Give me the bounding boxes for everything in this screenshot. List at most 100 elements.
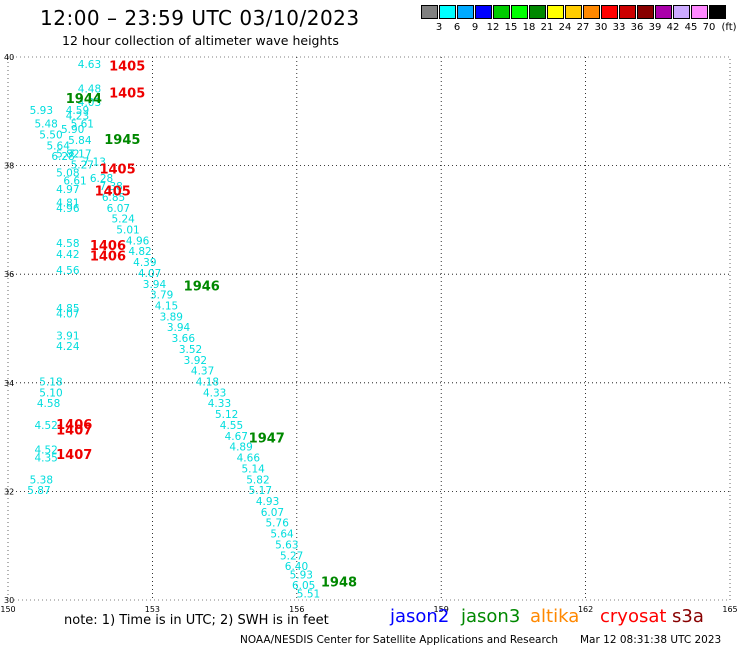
satellite-label-jason3: jason3 [461, 606, 521, 627]
time-label-cryosat: 1406 [56, 418, 92, 433]
swh-value: 5.01 [116, 224, 139, 236]
swh-value: 5.38 [30, 474, 53, 486]
color-swatch [691, 5, 708, 19]
swh-value: 5.51 [297, 588, 320, 600]
swh-value: 5.12 [215, 409, 238, 421]
swh-value: 4.42 [56, 249, 79, 261]
swh-value: 5.17 [249, 485, 272, 497]
color-scale-label: 18 [522, 22, 536, 33]
swh-value: 3.89 [160, 311, 183, 323]
lon-tick-label: 150 [0, 605, 15, 614]
swh-value: 3.92 [184, 355, 207, 367]
swh-value: 5.82 [246, 474, 269, 486]
lat-tick-label: 38 [4, 162, 14, 171]
swh-value: 6.07 [107, 203, 130, 215]
note-text: note: 1) Time is in UTC; 2) SWH is in fe… [64, 613, 329, 628]
swh-value: 3.79 [150, 290, 173, 302]
swh-value: 5.93 [30, 105, 53, 117]
swh-value: 6.28 [90, 173, 113, 185]
satellite-label-altika: altika [530, 606, 580, 627]
time-label-cryosat: 1407 [56, 423, 92, 438]
swh-value: 6.05 [292, 580, 315, 592]
swh-value: 4.23 [66, 110, 89, 122]
grid-lines [7, 56, 731, 601]
swh-value: 5.64 [47, 140, 71, 152]
swh-value: 4.97 [56, 184, 79, 196]
color-swatch [565, 5, 582, 19]
color-swatch [475, 5, 492, 19]
swh-value: 4.58 [37, 398, 60, 410]
time-label-cryosat: 1405 [95, 184, 131, 199]
color-scale-label: 21 [540, 22, 554, 33]
swh-value: 6.61 [63, 176, 86, 188]
time-label-jason3: 1944 [66, 92, 102, 107]
color-scale-label: 39 [648, 22, 662, 33]
swh-value: 5.24 [111, 214, 135, 226]
swh-values: 4.634.034.594.235.615.905.845.827.177.13… [27, 59, 320, 600]
swh-value: 4.03 [78, 97, 101, 109]
swh-value: 3.66 [172, 333, 196, 345]
chart-title: 12:00 – 23:59 UTC 03/10/2023 [40, 6, 360, 30]
lat-tick-label: 40 [4, 53, 14, 62]
swh-value: 5.64 [270, 529, 294, 541]
color-scale-label: (ft) [721, 22, 737, 33]
swh-value: 5.90 [61, 124, 84, 136]
time-label-jason3: 1948 [321, 575, 357, 590]
swh-value: 5.76 [266, 518, 290, 530]
color-scale-label: 27 [576, 22, 590, 33]
swh-value: 4.58 [56, 238, 79, 250]
color-swatch [493, 5, 510, 19]
lon-tick-label: 156 [289, 605, 304, 614]
color-swatch [547, 5, 564, 19]
swh-value: 5.82 [56, 148, 79, 160]
time-labels: 1405140519441945140514051406140619461406… [56, 60, 357, 591]
color-scale-label: 70 [702, 22, 716, 33]
lon-tick-label: 165 [722, 605, 737, 614]
color-scale-label: 42 [666, 22, 680, 33]
swh-value: 5.50 [39, 129, 62, 141]
swh-value: 3.52 [179, 344, 202, 356]
lon-tick-label: 153 [145, 605, 160, 614]
color-swatch [655, 5, 672, 19]
color-swatch [673, 5, 690, 19]
color-swatch [619, 5, 636, 19]
satellite-label-cryosat: cryosat [600, 606, 667, 627]
color-swatch [457, 5, 474, 19]
swh-value: 5.27 [280, 550, 303, 562]
lat-tick-label: 32 [4, 487, 14, 496]
lon-tick-label: 162 [578, 605, 593, 614]
color-scale-label: 36 [630, 22, 644, 33]
swh-value: 5.08 [56, 167, 79, 179]
swh-value: 4.33 [208, 398, 231, 410]
swh-value: 4.39 [133, 257, 156, 269]
swh-value: 4.66 [237, 453, 261, 465]
swh-value: 6.28 [51, 151, 74, 163]
axis-ticks: 150 153 156 159 162 165 40 38 36 34 32 30 [0, 53, 737, 614]
swh-value: 4.07 [138, 268, 161, 280]
swh-value: 7.38 [99, 181, 122, 193]
color-scale-label: 6 [453, 22, 461, 33]
color-swatch [637, 5, 654, 19]
color-scale-labels: 3 6 9 12 15 18 21 24 27 30 33 36 39 42 45 70 (ft) [421, 22, 740, 34]
swh-value: 5.18 [39, 377, 62, 389]
swh-value: 4.07 [56, 309, 79, 321]
swh-value: 6.07 [261, 507, 284, 519]
time-label-jason3: 1945 [104, 133, 140, 148]
color-scale-label: 3 [435, 22, 443, 33]
color-scale-label: 33 [612, 22, 626, 33]
color-swatch [709, 5, 726, 19]
swh-value: 4.33 [203, 387, 226, 399]
swh-value: 5.10 [39, 387, 62, 399]
credit-text: NOAA/NESDIS Center for Satellite Applica… [240, 634, 558, 646]
time-label-jason3: 1946 [184, 279, 220, 294]
swh-value: 3.94 [143, 279, 167, 291]
swh-value: 4.52 [34, 420, 57, 432]
swh-value: 7.17 [68, 148, 91, 160]
lat-tick-label: 30 [4, 596, 14, 605]
timestamp-text: Mar 12 08:31:38 UTC 2023 [580, 634, 722, 646]
swh-value: 7.13 [83, 157, 106, 169]
swh-value: 4.93 [256, 496, 279, 508]
time-label-cryosat: 1405 [99, 163, 135, 178]
swh-value: 4.59 [66, 105, 89, 117]
